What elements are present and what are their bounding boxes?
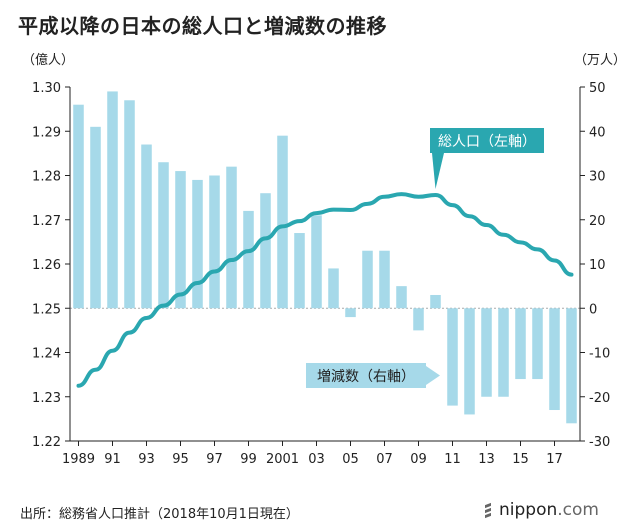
- callouts: 総人口（左軸） 増減数（右軸）: [306, 128, 544, 388]
- bar-1989: [73, 104, 84, 309]
- left-tick-label: 1.26: [32, 258, 61, 273]
- right-tick-label: -20: [589, 391, 610, 406]
- bars: [73, 91, 577, 424]
- x-tick-label: 13: [478, 452, 495, 467]
- bar-1998: [226, 166, 237, 309]
- brand-main: nippon: [499, 500, 558, 520]
- brand-logo: nippon.com: [483, 500, 599, 520]
- bar-2002: [294, 233, 305, 309]
- x-tick-label: 97: [206, 452, 223, 467]
- bar-2005: [345, 308, 356, 318]
- x-tick-label: 95: [172, 452, 189, 467]
- bar-2008: [396, 286, 407, 309]
- right-tick-label: -10: [589, 347, 610, 362]
- left-tick-label: 1.29: [32, 125, 61, 140]
- x-tick-label: 91: [104, 452, 121, 467]
- bar-2014: [498, 308, 509, 397]
- x-tick-label: 17: [546, 452, 563, 467]
- x-tick-label: 05: [342, 452, 359, 467]
- bar-2009: [413, 308, 424, 331]
- bar-1991: [107, 91, 118, 309]
- bar-1995: [175, 171, 186, 309]
- right-ticks: -30 -20 -10 0 10 20 30 40 50: [580, 81, 610, 450]
- bar-2015: [515, 308, 526, 380]
- left-tick-label: 1.28: [32, 170, 61, 185]
- x-ticks: 1989 91 93 95 97 99 2001 03 05 07 09 11 13 15 17: [62, 441, 563, 467]
- bar-1997: [209, 175, 220, 309]
- bar-2003: [311, 215, 322, 309]
- right-tick-label: 20: [589, 214, 606, 229]
- x-tick-label: 93: [138, 452, 155, 467]
- bar-2010: [430, 294, 441, 309]
- right-tick-label: 30: [589, 170, 606, 185]
- right-tick-label: -30: [589, 435, 610, 450]
- x-tick-label: 07: [376, 452, 393, 467]
- chart-title: 平成以降の日本の総人口と増減数の推移: [18, 14, 387, 38]
- bar-2001: [277, 135, 288, 309]
- bar-2011: [447, 308, 458, 406]
- bar-2007: [379, 250, 390, 309]
- left-tick-label: 1.22: [32, 435, 61, 450]
- left-axis-unit: （億人）: [22, 52, 74, 68]
- x-tick-label: 09: [410, 452, 427, 467]
- brand-text: nippon.com: [499, 500, 599, 520]
- right-tick-label: 10: [589, 258, 606, 273]
- bar-2012: [464, 308, 475, 415]
- bar-2018: [566, 308, 577, 424]
- line-callout-pointer: [432, 153, 444, 189]
- x-tick-label: 99: [240, 452, 257, 467]
- right-axis-unit: （万人）: [574, 53, 626, 68]
- bar-2017: [549, 308, 560, 411]
- x-tick-label: 1989: [62, 452, 95, 467]
- bar-2004: [328, 268, 339, 309]
- bar-2006: [362, 250, 373, 309]
- left-tick-label: 1.24: [32, 347, 61, 362]
- x-tick-label: 2001: [266, 452, 299, 467]
- bar-1993: [141, 144, 152, 309]
- bar-2000: [260, 193, 271, 309]
- right-tick-label: 50: [589, 81, 606, 96]
- right-tick-label: 40: [589, 125, 606, 140]
- x-tick-label: 15: [512, 452, 529, 467]
- bar-1992: [124, 100, 135, 309]
- source-note: 出所：総務省人口推計（2018年10月1日現在）: [20, 507, 299, 522]
- bar-1990: [90, 126, 101, 309]
- left-tick-label: 1.25: [32, 302, 61, 317]
- left-tick-label: 1.30: [32, 81, 61, 96]
- population-line: [76, 192, 574, 388]
- line-callout-box: [430, 128, 544, 153]
- bar-1996: [192, 179, 203, 309]
- brand-mark-icon: [483, 502, 495, 519]
- line-layer: [76, 192, 574, 388]
- left-tick-label: 1.23: [32, 391, 61, 406]
- bar-1994: [158, 162, 169, 309]
- x-tick-label: 03: [308, 452, 325, 467]
- bar-1999: [243, 210, 254, 309]
- left-ticks: 1.22 1.23 1.24 1.25 1.26 1.27 1.28 1.29 1.30: [32, 81, 70, 450]
- bar-2013: [481, 308, 492, 397]
- left-tick-label: 1.27: [32, 214, 61, 229]
- bar-callout-box: [306, 363, 426, 388]
- brand-suffix: .com: [557, 500, 599, 520]
- x-tick-label: 11: [444, 452, 461, 467]
- right-tick-label: 0: [589, 302, 597, 317]
- line-callout-label: 総人口（左軸）: [438, 134, 536, 150]
- bar-2016: [532, 308, 543, 380]
- bar-callout-label: 増減数（右軸）: [317, 368, 415, 385]
- bar-callout-pointer: [426, 366, 440, 385]
